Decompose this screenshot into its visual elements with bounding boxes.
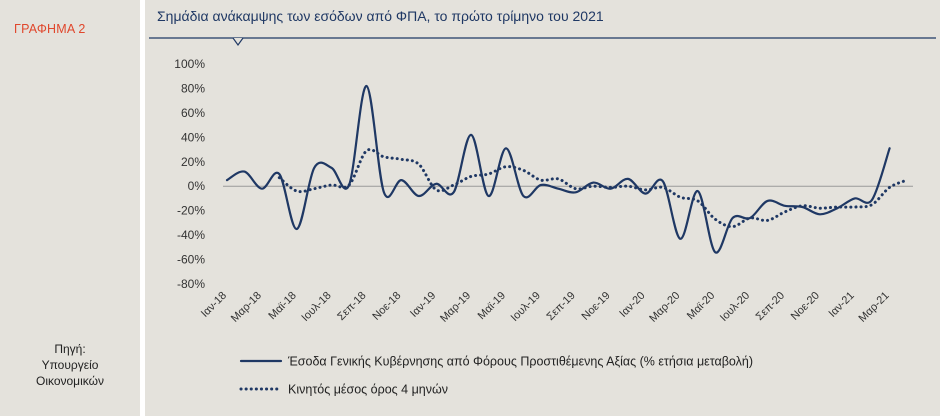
x-tick-label: Μαϊ-18: [266, 290, 298, 322]
x-tick-label: Νοε-18: [370, 290, 403, 323]
source-line-3: Οικονομικών: [35, 374, 104, 388]
title-pointer: [232, 37, 244, 47]
series-line-moving-average: [277, 148, 909, 229]
chart-panel: Σημάδια ανάκαμψης των εσόδων από ΦΠΑ, το…: [145, 0, 940, 416]
left-panel: ΓΡΑΦΗΜΑ 2 Πηγή: Υπουργείο Οικονομικών: [0, 0, 140, 416]
x-tick-label: Μαρ-20: [647, 290, 682, 325]
x-tick-label: Ιουλ-19: [509, 290, 543, 324]
y-tick-label: 100%: [174, 57, 205, 71]
y-tick-label: -40%: [177, 228, 205, 242]
y-tick-label: 60%: [181, 106, 205, 120]
series-line-vat-revenue: [225, 84, 891, 254]
y-tick-label: 0%: [188, 179, 206, 193]
x-tick-label: Μαρ-19: [438, 290, 473, 325]
line-chart: 100% 80% 60% 40% 20% 0% -20% -40% -60% -80% Ιαν-1…: [149, 37, 936, 397]
y-tick-label: -80%: [177, 277, 205, 291]
x-tick-label: Σεπ-19: [544, 290, 577, 323]
x-tick-label: Νοε-19: [580, 290, 613, 323]
x-tick-label: Ιαν-18: [199, 290, 229, 320]
source-line-1: Πηγή:: [54, 342, 86, 356]
legend-label: Κινητός μέσος όρος 4 μηνών: [288, 383, 448, 397]
legend-label: Έσοδα Γενικής Κυβέρνησης από Φόρους Προσ…: [287, 355, 753, 369]
x-tick-label: Μαρ-18: [229, 290, 264, 325]
y-tick-label: -60%: [177, 253, 205, 267]
x-tick-label: Ιουλ-18: [299, 290, 333, 324]
y-tick-label: -20%: [177, 204, 205, 218]
x-tick-label: Ιαν-21: [827, 290, 857, 320]
x-tick-label: Μαϊ-20: [685, 290, 717, 322]
x-tick-label: Ιουλ-20: [718, 290, 752, 324]
x-tick-label: Σεπ-18: [335, 290, 368, 323]
x-tick-label: Νοε-20: [789, 290, 822, 323]
y-tick-label: 40%: [181, 130, 205, 144]
x-tick-label: Μαϊ-19: [476, 290, 508, 322]
figure-label: ΓΡΑΦΗΜΑ 2: [14, 22, 86, 36]
source-line-2: Υπουργείο: [41, 358, 99, 372]
source-note: Πηγή: Υπουργείο Οικονομικών: [0, 341, 140, 389]
x-tick-label: Ιαν-19: [408, 290, 438, 320]
x-tick-label: Μαρ-21: [857, 290, 892, 325]
y-tick-label: 20%: [181, 155, 205, 169]
y-tick-label: 80%: [181, 81, 205, 95]
chart-title: Σημάδια ανάκαμψης των εσόδων από ΦΠΑ, το…: [157, 8, 604, 24]
x-tick-label: Σεπ-20: [754, 290, 787, 323]
x-tick-label: Ιαν-20: [617, 290, 647, 320]
